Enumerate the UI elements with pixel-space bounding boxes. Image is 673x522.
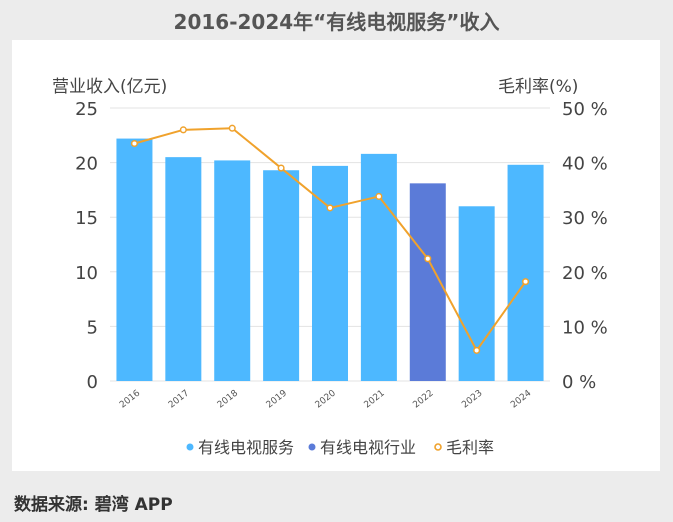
y-tick-label-left: 20 bbox=[75, 154, 98, 175]
legend-label: 有线电视行业 bbox=[320, 438, 416, 457]
legend-swatch bbox=[186, 443, 194, 451]
x-tick-label: 2017 bbox=[167, 388, 191, 410]
line-point bbox=[179, 126, 187, 134]
legend-label: 有线电视服务 bbox=[198, 438, 294, 457]
line-point bbox=[228, 124, 236, 132]
legend: 有线电视服务 有线电视行业 毛利率 bbox=[186, 438, 494, 457]
y-tick-label-left: 0 bbox=[87, 372, 98, 393]
line-point bbox=[522, 278, 530, 286]
bar bbox=[165, 157, 202, 381]
line-point bbox=[277, 164, 285, 172]
x-tick-label: 2018 bbox=[216, 388, 240, 410]
x-tick-label: 2023 bbox=[460, 388, 484, 410]
revenue-margin-chart: 营业收入(亿元) 毛利率(%) 0 5 10 15 20 25 0 % 10 % 20 % 30 … bbox=[52, 77, 608, 457]
bars bbox=[116, 138, 544, 381]
x-tick-label: 2022 bbox=[411, 388, 435, 410]
bar bbox=[263, 170, 300, 381]
line-point bbox=[326, 204, 334, 212]
y-tick-label-right: 0 % bbox=[562, 372, 596, 393]
x-tick-label: 2019 bbox=[265, 388, 289, 410]
y-tick-label-right: 40 % bbox=[562, 154, 608, 175]
legend-swatch bbox=[308, 443, 316, 451]
x-tick-label: 2021 bbox=[363, 388, 387, 410]
bar bbox=[214, 160, 251, 381]
legend-label: 毛利率 bbox=[446, 438, 494, 457]
margin-line bbox=[130, 124, 530, 354]
right-axis-label: 毛利率(%) bbox=[498, 77, 578, 97]
chart-panel: 营业收入(亿元) 毛利率(%) 0 5 10 15 20 25 0 % 10 % 20 % 30 … bbox=[12, 40, 660, 471]
y-tick-label-left: 5 bbox=[87, 317, 98, 338]
bar bbox=[458, 206, 495, 381]
left-axis-label: 营业收入(亿元) bbox=[52, 77, 167, 97]
legend-swatch bbox=[434, 443, 442, 451]
line-point bbox=[473, 346, 481, 354]
line-point bbox=[375, 192, 383, 201]
line-point bbox=[424, 255, 432, 263]
y-tick-label-right: 30 % bbox=[562, 208, 608, 229]
axis-ticks: 0 5 10 15 20 25 0 % 10 % 20 % 30 % 40 % 50 % 2016 201… bbox=[75, 99, 608, 410]
y-tick-label-left: 25 bbox=[75, 99, 98, 120]
bar bbox=[116, 138, 153, 381]
x-tick-label: 2016 bbox=[118, 388, 142, 410]
y-tick-label-left: 10 bbox=[75, 263, 98, 284]
y-tick-label-right: 10 % bbox=[562, 317, 608, 338]
y-tick-label-left: 15 bbox=[75, 208, 98, 229]
chart-title: 2016-2024年“有线电视服务”收入 bbox=[173, 10, 500, 34]
x-tick-label: 2024 bbox=[509, 388, 533, 410]
x-tick-label: 2020 bbox=[314, 388, 338, 410]
y-tick-label-right: 20 % bbox=[562, 263, 608, 284]
bar bbox=[507, 164, 544, 381]
data-source-note: 数据来源: 碧湾 APP bbox=[14, 495, 173, 515]
y-tick-label-right: 50 % bbox=[562, 99, 608, 120]
bar bbox=[360, 153, 397, 381]
bar bbox=[312, 165, 348, 381]
line-point bbox=[130, 139, 138, 148]
